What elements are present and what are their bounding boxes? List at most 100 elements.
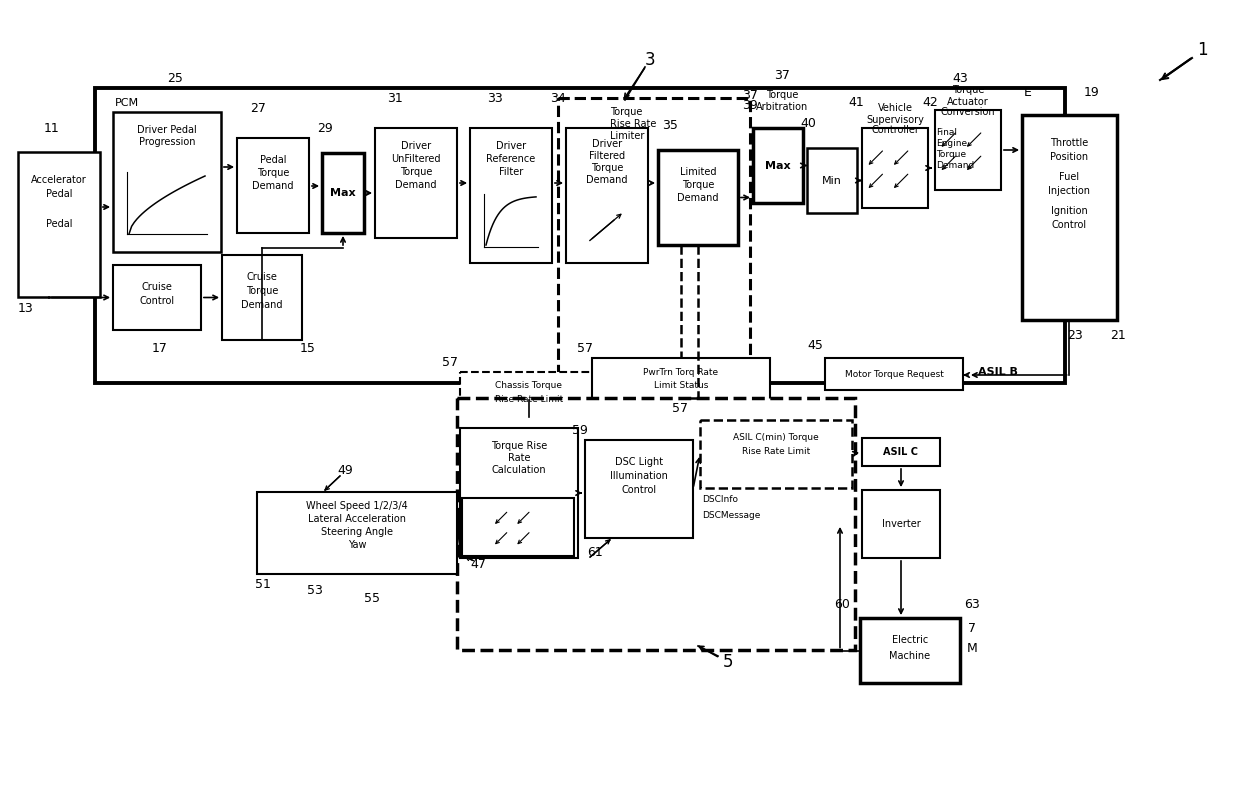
Text: Driver: Driver xyxy=(496,141,526,151)
Text: Control: Control xyxy=(1052,220,1087,230)
Text: Max: Max xyxy=(765,161,791,170)
Text: Demand: Demand xyxy=(936,161,975,169)
Text: 1: 1 xyxy=(1197,41,1208,59)
Bar xyxy=(374,128,458,238)
Text: 3: 3 xyxy=(645,51,655,69)
Bar xyxy=(825,358,963,390)
Text: Control: Control xyxy=(621,485,656,495)
Text: Pedal: Pedal xyxy=(46,219,72,229)
Text: 19: 19 xyxy=(1084,86,1100,99)
Text: Control: Control xyxy=(139,296,175,306)
Text: Torque: Torque xyxy=(936,149,966,158)
Text: 55: 55 xyxy=(365,591,379,604)
Text: ASIL C: ASIL C xyxy=(883,447,919,457)
Text: Rise Rate Limit: Rise Rate Limit xyxy=(495,394,563,404)
Bar xyxy=(19,152,100,297)
Bar xyxy=(257,492,458,574)
Text: Vehicle: Vehicle xyxy=(878,103,913,113)
Text: E: E xyxy=(1024,86,1032,99)
Bar xyxy=(222,255,303,340)
Text: Filter: Filter xyxy=(498,167,523,177)
Bar xyxy=(113,265,201,330)
Text: 59: 59 xyxy=(572,424,588,436)
Text: Arbitration: Arbitration xyxy=(756,102,808,112)
Text: Demand: Demand xyxy=(242,300,283,310)
Text: Ignition: Ignition xyxy=(1052,206,1087,216)
Text: 37: 37 xyxy=(774,68,790,82)
Text: Chassis Torque: Chassis Torque xyxy=(496,382,563,390)
Text: 60: 60 xyxy=(835,599,849,611)
Text: Cruise: Cruise xyxy=(247,272,278,282)
Text: Calculation: Calculation xyxy=(492,465,547,475)
Bar xyxy=(237,138,309,233)
Text: Torque Rise: Torque Rise xyxy=(491,441,547,451)
Bar xyxy=(701,420,852,488)
Bar xyxy=(558,98,750,393)
Text: Demand: Demand xyxy=(252,181,294,191)
Text: Position: Position xyxy=(1050,152,1089,162)
Text: 57: 57 xyxy=(441,355,458,369)
Text: 7: 7 xyxy=(968,622,976,634)
Text: Driver: Driver xyxy=(591,139,622,149)
Text: 31: 31 xyxy=(387,91,403,104)
Text: Motor Torque Request: Motor Torque Request xyxy=(844,370,944,378)
Text: Torque: Torque xyxy=(766,90,799,100)
Text: Conversion: Conversion xyxy=(941,107,996,117)
Text: Max: Max xyxy=(330,188,356,198)
Text: Torque: Torque xyxy=(399,167,433,177)
Bar xyxy=(862,438,940,466)
Text: Rise Rate: Rise Rate xyxy=(610,119,656,129)
Text: 41: 41 xyxy=(848,95,864,108)
Text: Engine: Engine xyxy=(936,138,967,148)
Bar xyxy=(1022,115,1117,320)
Text: Lateral Acceleration: Lateral Acceleration xyxy=(308,514,405,524)
Text: Demand: Demand xyxy=(396,180,436,190)
Text: Inverter: Inverter xyxy=(882,519,920,529)
Text: 45: 45 xyxy=(807,339,823,351)
Bar xyxy=(113,112,221,252)
Text: Torque: Torque xyxy=(610,107,642,117)
Text: Min: Min xyxy=(822,176,842,185)
Bar xyxy=(862,128,928,208)
Text: Pedal: Pedal xyxy=(46,189,72,199)
Text: 53: 53 xyxy=(308,584,322,596)
Text: Filtered: Filtered xyxy=(589,151,625,161)
Text: Reference: Reference xyxy=(486,154,536,164)
Text: Injection: Injection xyxy=(1049,186,1090,196)
Text: Accelerator: Accelerator xyxy=(31,175,87,185)
Text: Final: Final xyxy=(936,127,957,137)
Bar xyxy=(935,110,1001,190)
Text: M: M xyxy=(967,642,977,654)
Text: Actuator: Actuator xyxy=(947,97,988,107)
Text: Torque: Torque xyxy=(952,85,985,95)
Text: Torque: Torque xyxy=(590,163,624,173)
Text: Fuel: Fuel xyxy=(1059,172,1080,182)
Text: 34: 34 xyxy=(551,91,565,104)
Text: Electric: Electric xyxy=(892,635,928,645)
Text: 51: 51 xyxy=(255,579,270,591)
Text: PwrTrn Torq Rate: PwrTrn Torq Rate xyxy=(644,367,718,377)
Text: 61: 61 xyxy=(587,545,603,559)
Text: Driver: Driver xyxy=(401,141,432,151)
Text: Yaw: Yaw xyxy=(347,540,366,550)
Text: Torque: Torque xyxy=(246,286,278,296)
Text: 17: 17 xyxy=(153,342,167,355)
Bar xyxy=(470,128,552,263)
Text: DSCMessage: DSCMessage xyxy=(702,510,760,519)
Text: ASIL C(min) Torque: ASIL C(min) Torque xyxy=(733,433,818,443)
Text: Pedal: Pedal xyxy=(259,155,286,165)
Bar xyxy=(463,498,574,556)
Text: DSCInfo: DSCInfo xyxy=(702,495,738,505)
Text: Demand: Demand xyxy=(587,175,627,185)
Bar xyxy=(658,150,738,245)
Bar xyxy=(807,148,857,213)
Text: 40: 40 xyxy=(800,117,816,130)
Text: Driver Pedal: Driver Pedal xyxy=(138,125,197,135)
Text: Rise Rate Limit: Rise Rate Limit xyxy=(742,447,810,456)
Text: Wheel Speed 1/2/3/4: Wheel Speed 1/2/3/4 xyxy=(306,501,408,511)
Text: Controller: Controller xyxy=(870,125,919,135)
Text: 25: 25 xyxy=(167,72,184,84)
Text: Supervisory: Supervisory xyxy=(866,115,924,125)
Text: 29: 29 xyxy=(317,122,332,134)
Text: UnFiltered: UnFiltered xyxy=(392,154,440,164)
